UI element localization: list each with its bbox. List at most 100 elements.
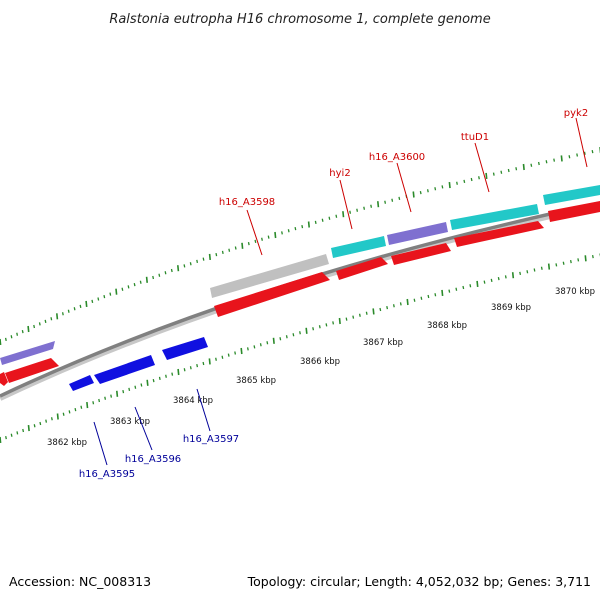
minor-tick: [504, 275, 507, 279]
minor-tick: [462, 285, 465, 290]
minor-tick: [44, 319, 47, 324]
minor-tick: [45, 419, 48, 423]
minor-tick: [16, 431, 19, 435]
minor-tick: [253, 345, 256, 349]
cds-reverse-h16-A3597[interactable]: [162, 337, 208, 360]
label-leader: [474, 142, 490, 193]
label-leader: [246, 209, 263, 256]
cds-forward-2[interactable]: [5, 358, 59, 383]
minor-tick: [196, 259, 199, 264]
minor-tick: [254, 239, 257, 244]
gene-label-h16-A3596[interactable]: h16_A3596: [125, 454, 181, 465]
minor-tick: [463, 179, 466, 184]
major-tick: [272, 337, 275, 344]
minor-tick: [434, 293, 437, 297]
cog-feature-2[interactable]: [450, 204, 539, 230]
minor-tick: [164, 271, 167, 275]
minor-tick: [221, 250, 224, 255]
minor-tick: [569, 259, 572, 264]
gene-label-h16-A3598[interactable]: h16_A3598: [219, 197, 275, 208]
minor-tick: [490, 278, 493, 283]
minor-tick: [171, 372, 174, 376]
minor-tick: [427, 294, 430, 299]
minor-tick: [79, 304, 82, 309]
major-tick: [485, 172, 488, 179]
minor-tick: [483, 280, 486, 284]
pseudo-feature-1[interactable]: [210, 254, 329, 298]
major-tick: [372, 308, 375, 315]
minor-tick: [10, 433, 13, 437]
major-tick: [86, 402, 89, 409]
gene-label-h16-A3600[interactable]: h16_A3600: [369, 152, 425, 163]
minor-tick: [202, 361, 205, 366]
minor-tick: [21, 329, 24, 334]
cds-forward-h16-A3600[interactable]: [391, 243, 451, 265]
gene-label-h16-A3597[interactable]: h16_A3597: [183, 434, 239, 445]
blast-feature-2[interactable]: [387, 222, 448, 245]
scale-label: 3864 kbp: [173, 396, 213, 406]
minor-tick: [413, 298, 416, 302]
major-tick: [522, 163, 525, 171]
minor-tick: [455, 287, 458, 291]
minor-tick: [97, 297, 100, 301]
major-tick: [145, 276, 148, 283]
minor-tick: [365, 311, 368, 315]
major-tick: [406, 298, 409, 306]
minor-tick: [577, 258, 580, 262]
major-tick: [146, 379, 149, 386]
minor-tick: [266, 341, 269, 345]
minor-tick: [370, 204, 373, 208]
minor-tick: [133, 282, 136, 287]
minor-tick: [537, 161, 540, 166]
major-tick: [511, 272, 515, 279]
minor-tick: [33, 324, 36, 329]
major-tick: [85, 300, 88, 307]
cog-feature-3[interactable]: [543, 185, 600, 205]
minor-tick: [228, 248, 231, 252]
major-tick: [27, 425, 30, 432]
gene-label-hyi2[interactable]: hyi2: [329, 168, 350, 179]
scale-label: 3866 kbp: [300, 357, 340, 367]
minor-tick: [478, 176, 480, 180]
gene-label-ttuD1[interactable]: ttuD1: [461, 132, 489, 143]
minor-tick: [104, 396, 107, 400]
minor-tick: [38, 322, 41, 326]
minor-tick: [325, 323, 328, 327]
minor-tick: [398, 196, 401, 201]
minor-tick: [318, 325, 321, 329]
minor-tick: [152, 378, 155, 383]
blast-feature-1[interactable]: [0, 341, 55, 365]
minor-tick: [50, 317, 53, 321]
cds-forward-pyk2[interactable]: [548, 201, 600, 222]
minor-tick: [234, 351, 237, 355]
minor-tick: [140, 383, 143, 387]
minor-tick: [540, 266, 543, 270]
minor-tick: [109, 292, 112, 296]
label-leader: [93, 421, 108, 466]
cds-forward-hyi2[interactable]: [336, 257, 388, 280]
cds-reverse-h16-A3595[interactable]: [69, 375, 94, 391]
minor-tick: [4, 337, 7, 342]
minor-tick: [73, 307, 76, 311]
major-tick: [305, 327, 308, 334]
cds-reverse-h16-A3596[interactable]: [94, 355, 155, 384]
major-tick: [476, 280, 479, 287]
cds-forward-ttuD1[interactable]: [454, 221, 544, 247]
major-tick: [56, 313, 59, 320]
minor-tick: [221, 355, 224, 359]
cds-forward-1[interactable]: [0, 372, 8, 386]
scale-label: 3865 kbp: [236, 376, 276, 386]
cds-forward-h16-A3598[interactable]: [214, 272, 330, 317]
minor-tick: [122, 389, 125, 394]
minor-tick: [332, 321, 335, 325]
major-tick: [448, 182, 451, 189]
gene-label-h16-A3595[interactable]: h16_A3595: [79, 469, 135, 480]
minor-tick: [103, 294, 106, 299]
gene-label-pyk2[interactable]: pyk2: [564, 108, 588, 119]
minor-tick: [314, 220, 317, 225]
major-tick: [274, 231, 277, 239]
cog-feature-1[interactable]: [331, 236, 386, 258]
map-title: Ralstonia eutropha H16 chromosome 1, com…: [109, 12, 490, 27]
major-tick: [441, 289, 444, 296]
label-leader: [339, 179, 353, 230]
